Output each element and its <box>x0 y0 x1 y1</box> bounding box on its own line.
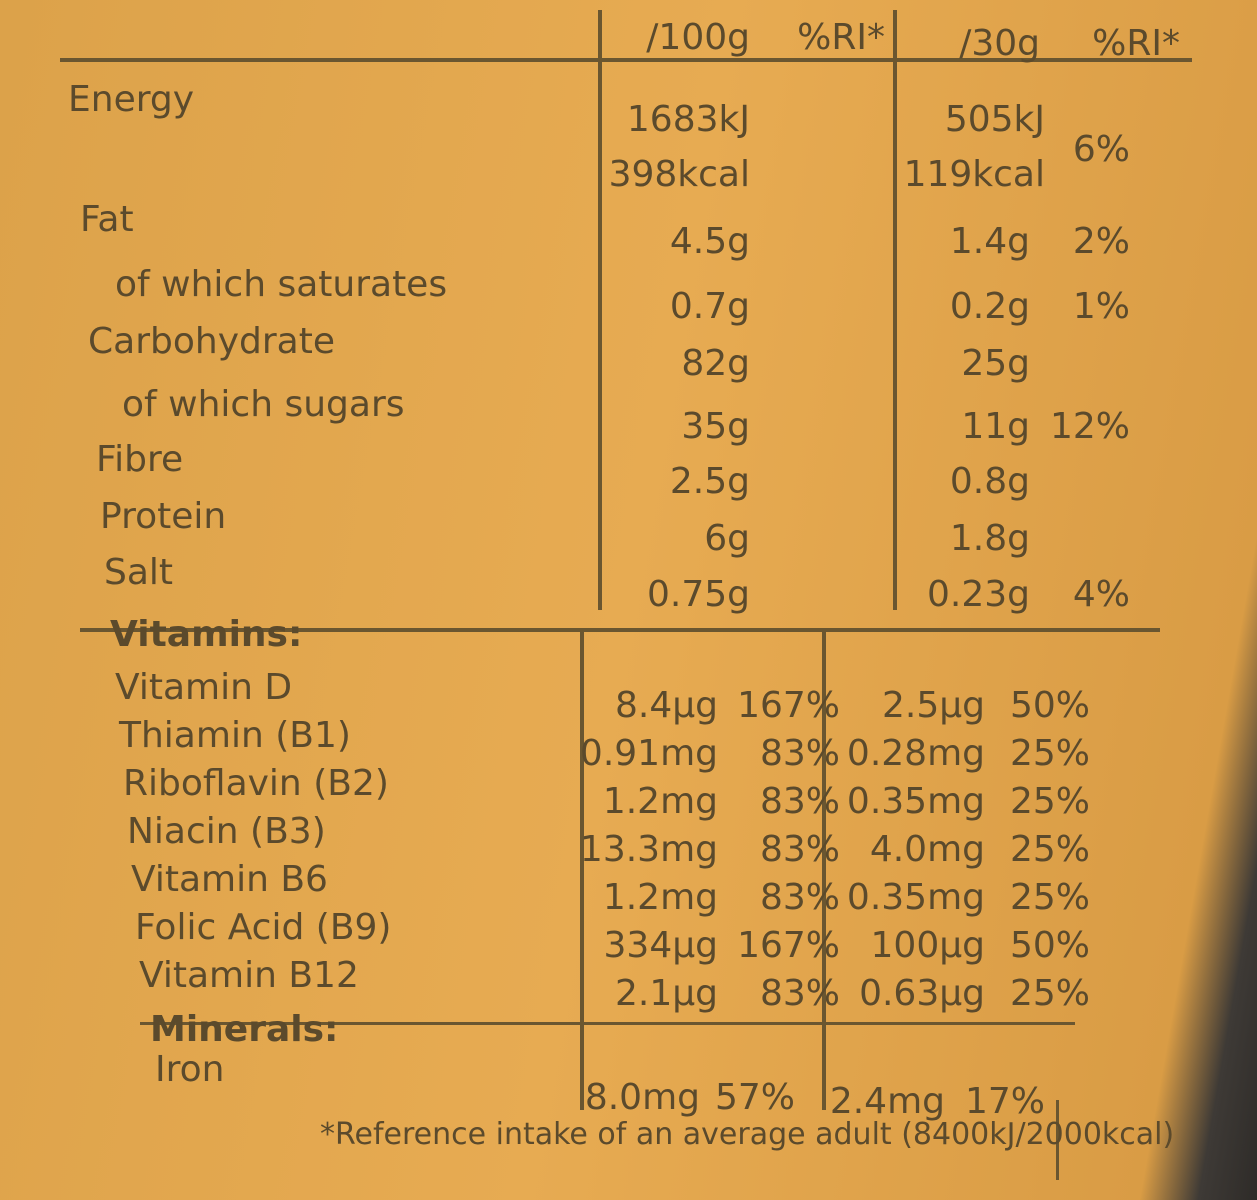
per-30g: 0.2g <box>949 286 1030 327</box>
rule <box>1056 1100 1059 1180</box>
per-100g: 0.75g <box>646 574 750 615</box>
per-30g: 1.4g <box>949 221 1030 262</box>
ri-30g: 50% <box>1009 925 1090 966</box>
nutrient-label: Carbohydrate <box>88 321 335 362</box>
per-30g: 0.28mg <box>846 733 985 774</box>
ri-30g: 4% <box>1072 574 1130 615</box>
vitamin-label: Thiamin (B1) <box>119 715 351 756</box>
ri-30g: 6% <box>1072 129 1130 170</box>
per-30g: 1.8g <box>949 518 1030 559</box>
nutrient-label: Fibre <box>96 439 184 480</box>
nutrient-label: of which saturates <box>115 264 448 305</box>
mineral-label: Iron <box>155 1049 225 1090</box>
rule <box>60 58 1192 62</box>
rule <box>580 630 584 1110</box>
ri-100g: 167% <box>737 925 840 966</box>
rule <box>822 630 826 1110</box>
nutrient-label: Fat <box>80 199 134 240</box>
vitamin-label: Folic Acid (B9) <box>135 907 392 948</box>
ri-30g: 25% <box>1009 781 1090 822</box>
per-30g: 119kcal <box>903 154 1045 195</box>
per-100g: 13.3mg <box>579 829 718 870</box>
ri-100g: 57% <box>714 1077 795 1118</box>
nutrient-label: Protein <box>100 496 227 537</box>
per-30g: 25g <box>961 343 1030 384</box>
per-30g: 0.23g <box>926 574 1030 615</box>
per-30g: 4.0mg <box>869 829 985 870</box>
vitamin-label: Riboflavin (B2) <box>123 763 389 804</box>
per-100g: 1.2mg <box>602 781 718 822</box>
ri-30g: 1% <box>1072 286 1130 327</box>
per-30g: 100µg <box>870 925 985 966</box>
per-100g: 0.91mg <box>579 733 718 774</box>
per-100g: 8.0mg <box>584 1077 700 1118</box>
per-100g: 334µg <box>603 925 718 966</box>
per-30g: 505kJ <box>944 99 1045 140</box>
per-100g: 4.5g <box>669 221 750 262</box>
per-100g: 82g <box>681 343 750 384</box>
footnote: *Reference intake of an average adult (8… <box>320 1117 1175 1152</box>
ri-30g: 25% <box>1009 829 1090 870</box>
per-30g: 0.35mg <box>846 877 985 918</box>
ri-30g: 17% <box>964 1081 1045 1122</box>
column-header: /30g <box>959 23 1040 64</box>
ri-100g: 167% <box>737 685 840 726</box>
vitamin-label: Niacin (B3) <box>127 811 326 852</box>
per-30g: 0.35mg <box>846 781 985 822</box>
rule <box>598 10 602 610</box>
per-100g: 398kcal <box>608 154 750 195</box>
rule <box>80 628 1160 632</box>
per-100g: 6g <box>704 518 750 559</box>
per-100g: 2.5g <box>669 461 750 502</box>
per-30g: 0.8g <box>949 461 1030 502</box>
per-100g: 1.2mg <box>602 877 718 918</box>
ri-30g: 2% <box>1072 221 1130 262</box>
vitamin-label: Vitamin D <box>115 667 293 708</box>
ri-100g: 83% <box>759 973 840 1014</box>
nutrient-label: of which sugars <box>122 384 405 425</box>
ri-100g: 83% <box>759 877 840 918</box>
per-30g: 2.5µg <box>881 685 985 726</box>
ri-100g: 83% <box>759 829 840 870</box>
per-100g: 2.1µg <box>614 973 718 1014</box>
column-header: %RI* <box>797 17 885 58</box>
per-30g: 0.63µg <box>859 973 985 1014</box>
ri-100g: 83% <box>759 733 840 774</box>
section-heading: Minerals: <box>150 1009 339 1050</box>
per-30g: 2.4mg <box>829 1081 945 1122</box>
per-100g: 0.7g <box>669 286 750 327</box>
nutrient-label: Energy <box>68 79 195 120</box>
ri-30g: 12% <box>1049 406 1130 447</box>
per-100g: 1683kJ <box>626 99 750 140</box>
per-30g: 11g <box>961 406 1030 447</box>
rule <box>140 1022 1075 1025</box>
vitamin-label: Vitamin B12 <box>139 955 359 996</box>
vitamin-label: Vitamin B6 <box>131 859 328 900</box>
ri-30g: 25% <box>1009 877 1090 918</box>
ri-30g: 25% <box>1009 973 1090 1014</box>
per-100g: 35g <box>681 406 750 447</box>
ri-100g: 83% <box>759 781 840 822</box>
section-heading: Vitamins: <box>110 614 303 655</box>
column-header: %RI* <box>1092 23 1180 64</box>
ri-30g: 25% <box>1009 733 1090 774</box>
column-header: /100g <box>646 17 750 58</box>
rule <box>893 10 897 610</box>
nutrient-label: Salt <box>104 552 174 593</box>
ri-30g: 50% <box>1009 685 1090 726</box>
per-100g: 8.4µg <box>614 685 718 726</box>
